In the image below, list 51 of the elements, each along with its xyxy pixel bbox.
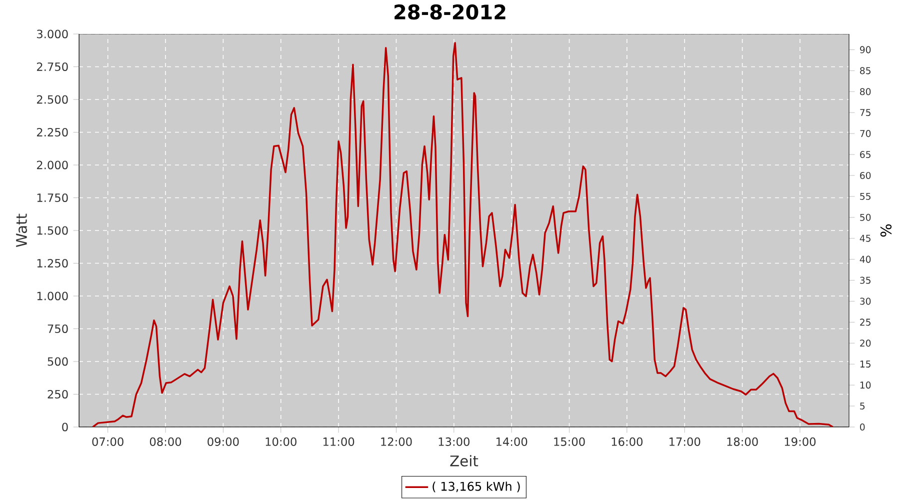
- y-tick-label: 250: [48, 390, 68, 399]
- legend-label: ( 13,165 kWh ): [432, 482, 520, 492]
- x-tick-label: 16:00: [612, 437, 643, 446]
- y-tick-label: 2.500: [36, 95, 68, 104]
- y2-tick-label: 15: [860, 360, 870, 368]
- y2-tick-label: 10: [860, 382, 871, 389]
- y2-tick-label: 0: [860, 423, 865, 431]
- y-tick-label: 750: [48, 324, 68, 334]
- y2-tick-label: 45: [860, 234, 870, 242]
- y2-axis-title: %: [880, 224, 892, 237]
- y2-tick-label: 5: [860, 402, 865, 410]
- y2-tick-label: 55: [860, 192, 870, 200]
- y-tick-label: 3.000: [37, 30, 68, 38]
- x-tick-label: 14:00: [496, 437, 528, 446]
- x-tick-label: 08:00: [150, 437, 182, 446]
- y2-tick-label: 50: [860, 214, 871, 221]
- y2-tick-label: 25: [860, 318, 870, 326]
- y2-tick-label: 85: [860, 67, 870, 74]
- x-tick-label: 12:00: [381, 437, 412, 446]
- chart-title: 28-8-2012: [394, 4, 506, 20]
- y2-tick-label: 75: [860, 109, 870, 116]
- y2-tick-label: 80: [860, 88, 871, 96]
- y-tick-label: 1.750: [37, 193, 68, 202]
- x-tick-label: 10:00: [266, 437, 296, 446]
- x-tick-label: 18:00: [727, 437, 758, 446]
- x-tick-label: 17:00: [670, 437, 700, 446]
- y2-tick-label: 70: [860, 130, 871, 138]
- x-tick-label: 09:00: [208, 437, 239, 446]
- y2-tick-label: 40: [860, 256, 871, 263]
- y2-tick-label: 65: [860, 150, 870, 158]
- y2-tick-label: 20: [860, 340, 871, 347]
- y-tick-label: 2.000: [36, 160, 68, 170]
- y-tick-label: 0: [62, 422, 68, 432]
- y2-tick-label: 90: [860, 46, 871, 54]
- x-tick-label: 13:00: [438, 437, 470, 446]
- y-axis-title: Watt: [16, 214, 27, 248]
- y2-tick-label: 30: [860, 298, 871, 305]
- x-tick-label: 11:00: [323, 437, 354, 446]
- y-tick-label: 500: [48, 357, 68, 366]
- y2-tick-label: 60: [860, 172, 871, 179]
- x-tick-label: 07:00: [92, 437, 124, 446]
- y-tick-label: 2.750: [36, 62, 68, 72]
- y-tick-label: 1.000: [37, 292, 68, 300]
- y-tick-label: 1.500: [37, 226, 68, 235]
- line-series: [92, 42, 834, 427]
- y2-tick-label: 35: [860, 276, 870, 284]
- x-tick-label: 15:00: [554, 437, 585, 446]
- x-tick-label: 19:00: [784, 437, 816, 446]
- y-tick-label: 1.250: [37, 258, 68, 268]
- y-tick-label: 2.250: [36, 128, 68, 137]
- x-axis-title: Zeit: [450, 455, 478, 466]
